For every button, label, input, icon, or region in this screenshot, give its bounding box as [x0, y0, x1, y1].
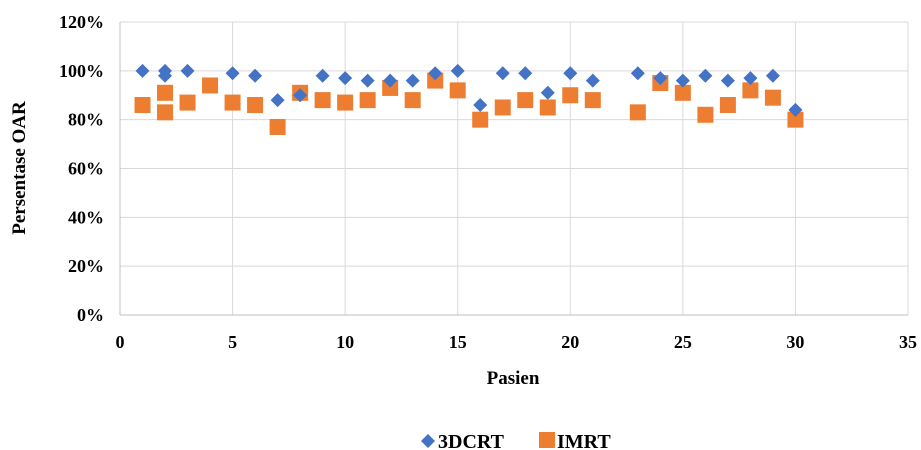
point-imrt: [472, 111, 489, 128]
point-3dcrt: [135, 63, 150, 78]
point-3dcrt: [518, 66, 533, 81]
point-imrt: [539, 99, 556, 116]
point-3dcrt: [563, 66, 578, 81]
axes: [119, 22, 908, 316]
point-3dcrt: [495, 66, 510, 81]
point-3dcrt: [360, 73, 375, 88]
point-imrt: [764, 89, 781, 106]
point-3dcrt: [743, 71, 758, 86]
y-axis-title: Persentase OAR: [9, 101, 30, 235]
point-3dcrt: [630, 66, 645, 81]
point-3dcrt: [225, 66, 240, 81]
point-imrt: [269, 118, 286, 135]
point-imrt: [697, 106, 714, 123]
point-imrt: [382, 79, 399, 96]
point-3dcrt: [383, 73, 398, 88]
point-3dcrt: [405, 73, 420, 88]
point-3dcrt: [450, 63, 465, 78]
legend-label-3dcrt: 3DCRT: [438, 431, 505, 450]
x-tick-label: 30: [786, 332, 804, 352]
point-imrt: [202, 77, 219, 94]
y-tick-label: 100%: [59, 61, 104, 81]
point-imrt: [719, 97, 736, 114]
x-tick-label: 25: [674, 332, 692, 352]
y-tick-label: 0%: [77, 305, 104, 325]
point-imrt: [427, 72, 444, 89]
point-3dcrt: [720, 73, 735, 88]
point-imrt: [157, 84, 174, 101]
y-tick-label: 120%: [59, 12, 104, 32]
x-tick-label: 10: [336, 332, 354, 352]
gridlines: [120, 21, 909, 315]
point-imrt: [359, 92, 376, 109]
point-3dcrt: [428, 66, 443, 81]
legend-label-imrt: IMRT: [557, 431, 611, 450]
y-axis-ticks: 0% 20% 40% 60% 80% 100% 120%: [59, 12, 104, 325]
data-points: [134, 63, 804, 135]
legend-marker-imrt: [539, 432, 555, 448]
point-imrt: [629, 104, 646, 121]
x-tick-label: 20: [561, 332, 579, 352]
point-imrt: [314, 92, 331, 109]
point-3dcrt: [788, 102, 803, 117]
point-imrt: [787, 111, 804, 128]
point-imrt: [742, 82, 759, 99]
point-imrt: [134, 97, 151, 114]
point-imrt: [179, 94, 196, 111]
point-imrt: [247, 97, 264, 114]
point-3dcrt: [698, 68, 713, 83]
y-tick-label: 60%: [68, 159, 104, 179]
point-imrt: [449, 82, 466, 99]
x-tick-label: 5: [228, 332, 237, 352]
point-imrt: [224, 94, 241, 111]
point-3dcrt: [585, 73, 600, 88]
x-tick-label: 35: [899, 332, 917, 352]
legend: 3DCRT IMRT: [421, 431, 611, 450]
point-imrt: [404, 92, 421, 109]
y-tick-label: 20%: [68, 256, 104, 276]
x-axis-ticks: 0 5 10 15 20 25 30 35: [116, 332, 918, 352]
point-imrt: [562, 87, 579, 104]
point-imrt: [157, 104, 174, 121]
x-axis-title: Pasien: [487, 368, 540, 389]
point-3dcrt: [473, 98, 488, 113]
point-3dcrt: [180, 63, 195, 78]
y-tick-label: 80%: [68, 110, 104, 130]
point-3dcrt: [293, 88, 308, 103]
point-imrt: [517, 92, 534, 109]
point-3dcrt: [675, 73, 690, 88]
point-3dcrt: [315, 68, 330, 83]
point-3dcrt: [248, 68, 263, 83]
point-imrt: [337, 94, 354, 111]
point-3dcrt: [540, 85, 555, 100]
point-imrt: [584, 92, 601, 109]
point-3dcrt: [158, 68, 173, 83]
point-3dcrt: [653, 71, 668, 86]
legend-marker-3dcrt: [421, 434, 435, 448]
point-3dcrt: [270, 93, 285, 108]
x-tick-label: 0: [116, 332, 125, 352]
point-imrt: [674, 84, 691, 101]
point-3dcrt: [765, 68, 780, 83]
y-tick-label: 40%: [68, 207, 104, 227]
point-3dcrt: [338, 71, 353, 86]
point-imrt: [494, 99, 511, 116]
x-tick-label: 15: [449, 332, 467, 352]
